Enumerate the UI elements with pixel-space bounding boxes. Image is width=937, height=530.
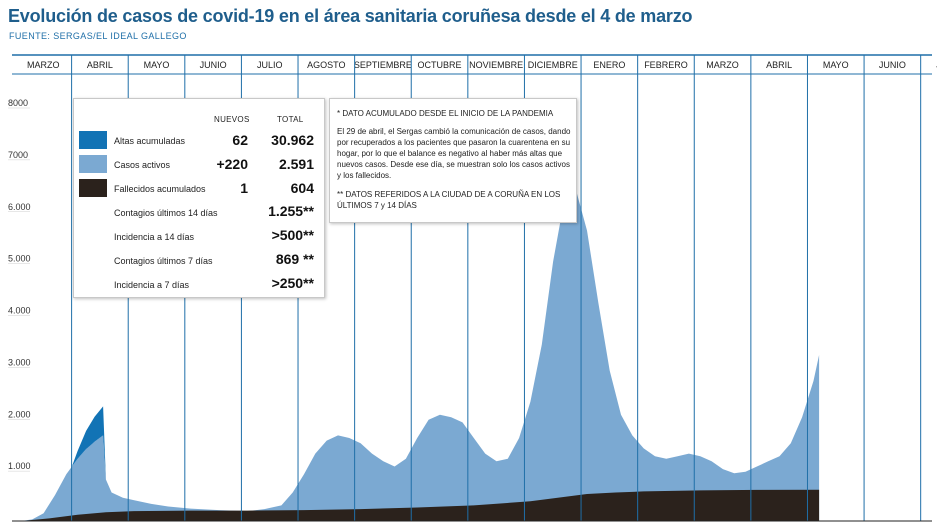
incidencia-14-label: Incidencia a 14 días (114, 232, 195, 242)
note-panel: * DATO ACUMULADO DESDE EL INICIO DE LA P… (329, 98, 577, 223)
activos-swatch (79, 155, 107, 173)
month-label: DICIEMBRE (528, 60, 578, 70)
y-tick-label: 8000 (8, 98, 28, 108)
legend-fallecidos-nuevos: 1 (240, 180, 248, 196)
month-label: JULIO (257, 60, 283, 70)
month-axis: MARZO ABRIL MAYO JUNIO JULIO AGOSTO SEPTIEMBRE… (12, 54, 937, 75)
legend-altas-nuevos: 62 (232, 132, 248, 148)
chart-areas (21, 183, 820, 522)
altas-swatch (79, 131, 107, 149)
fallecidos-swatch (79, 179, 107, 197)
legend-fallecidos-label: Fallecidos acumulados (114, 184, 206, 194)
y-tick-label: 5.000 (8, 254, 31, 264)
incidencia-7-value: >250** (271, 275, 314, 291)
month-label: MARZO (27, 60, 60, 70)
activos-area (21, 183, 820, 522)
month-label: JUNIO (200, 60, 227, 70)
y-tick-label: 2.000 (8, 409, 31, 419)
note-line-2: El 29 de abril, el Sergas cambió la comu… (337, 127, 571, 180)
incidencia-14-value: >500** (271, 227, 314, 243)
altas-area (71, 406, 106, 480)
month-label: ENERO (593, 60, 625, 70)
y-tick-label: 6.000 (8, 202, 31, 212)
month-label: MARZO (706, 60, 739, 70)
y-tick-label: 3.000 (8, 357, 31, 367)
y-tick-label: 7000 (8, 150, 28, 160)
y-tick-label: 1.000 (8, 461, 31, 471)
month-label: OCTUBRE (418, 60, 462, 70)
fallecidos-area (21, 489, 820, 521)
legend-header-nuevos: NUEVOS (214, 115, 250, 124)
month-label: JUNIO (879, 60, 906, 70)
y-tick-label: 4.000 (8, 306, 31, 316)
month-label: MAYO (823, 60, 849, 70)
month-label: SEPTIEMBRE (354, 60, 412, 70)
contagios-7-label: Contagios últimos 7 días (114, 256, 213, 266)
legend-altas-label: Altas acumuladas (114, 136, 186, 146)
month-label: MAYO (144, 60, 170, 70)
legend-activos-nuevos: +220 (216, 156, 248, 172)
contagios-7-value: 869 ** (275, 251, 314, 267)
legend-fallecidos-total: 604 (290, 180, 314, 196)
legend-panel: NUEVOS TOTAL Altas acumuladas 62 30.962 … (73, 98, 325, 298)
chart-title: Evolución de casos de covid-19 en el áre… (8, 6, 693, 26)
contagios-14-label: Contagios últimos 14 días (114, 208, 218, 218)
legend-altas-total: 30.962 (271, 132, 314, 148)
note-line-3: ** DATOS REFERIDOS A LA CIUDAD DE A CORU… (337, 190, 561, 210)
month-label: AGOSTO (307, 60, 345, 70)
y-axis: 8000 7000 6.000 5.000 4.000 3.000 2.000 1.000 (8, 98, 31, 472)
legend-activos-total: 2.591 (278, 156, 314, 172)
contagios-14-value: 1.255** (268, 203, 314, 219)
month-label: FEBRERO (644, 60, 688, 70)
incidencia-7-label: Incidencia a 7 días (114, 280, 190, 290)
legend-activos-label: Casos activos (114, 160, 171, 170)
note-line-1: * DATO ACUMULADO DESDE EL INICIO DE LA P… (337, 109, 554, 118)
month-label: ABRIL (766, 60, 792, 70)
chart-source: FUENTE: SERGAS/EL IDEAL GALLEGO (9, 31, 187, 41)
month-label: NOVIEMBRE (469, 60, 523, 70)
month-label: ABRIL (87, 60, 113, 70)
legend-header-total: TOTAL (277, 115, 304, 124)
